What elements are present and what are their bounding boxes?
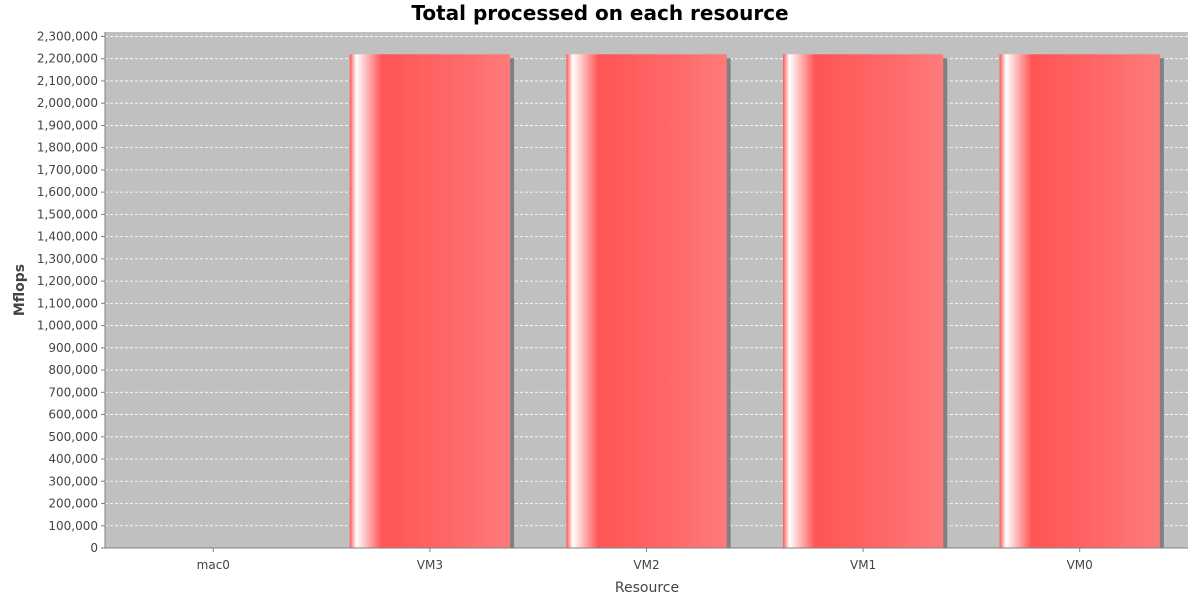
bars: [349, 54, 1164, 548]
y-tick-label: 1,100,000: [37, 296, 98, 310]
y-tick-label: 0: [90, 541, 98, 555]
axes: 0 100,000 200,000 300,000 400,000 500,000 600,…: [37, 29, 1188, 572]
y-tick-label: 1,800,000: [37, 141, 98, 155]
y-tick-label: 2,300,000: [37, 29, 98, 43]
y-tick-label: 300,000: [48, 474, 98, 488]
y-tick-label: 1,400,000: [37, 230, 98, 244]
bar-vm0: [999, 54, 1160, 548]
bar-vm3: [349, 54, 511, 548]
x-tick-label-vm2: VM2: [633, 558, 659, 572]
y-tick-label: 1,600,000: [37, 185, 98, 199]
bar-vm1: [782, 54, 944, 548]
y-tick-label: 2,200,000: [37, 52, 98, 66]
y-tick-label: 400,000: [48, 452, 98, 466]
bar-vm2: [566, 54, 727, 548]
x-tick-label-vm1: VM1: [850, 558, 876, 572]
y-tick-label: 500,000: [48, 430, 98, 444]
y-tick-label: 700,000: [48, 385, 98, 399]
y-tick-label: 2,000,000: [37, 96, 98, 110]
y-tick-label: 100,000: [48, 519, 98, 533]
y-tick-label: 600,000: [48, 408, 98, 422]
y-tick-label: 800,000: [48, 363, 98, 377]
x-tick-label-vm3: VM3: [417, 558, 443, 572]
y-tick-label: 1,300,000: [37, 252, 98, 266]
x-tick-label-mac0: mac0: [197, 558, 230, 572]
y-tick-label: 2,100,000: [37, 74, 98, 88]
y-tick-label: 1,700,000: [37, 163, 98, 177]
y-tick-label: 1,900,000: [37, 118, 98, 132]
chart-title: Total processed on each resource: [411, 1, 788, 25]
x-tick-label-vm0: VM0: [1067, 558, 1093, 572]
y-tick-label: 900,000: [48, 341, 98, 355]
y-tick-label: 1,000,000: [37, 319, 98, 333]
x-axis-label: Resource: [615, 580, 679, 596]
y-tick-label: 1,500,000: [37, 207, 98, 221]
y-axis-label: Mflops: [12, 264, 28, 316]
y-tick-label: 1,200,000: [37, 274, 98, 288]
y-tick-label: 200,000: [48, 497, 98, 511]
